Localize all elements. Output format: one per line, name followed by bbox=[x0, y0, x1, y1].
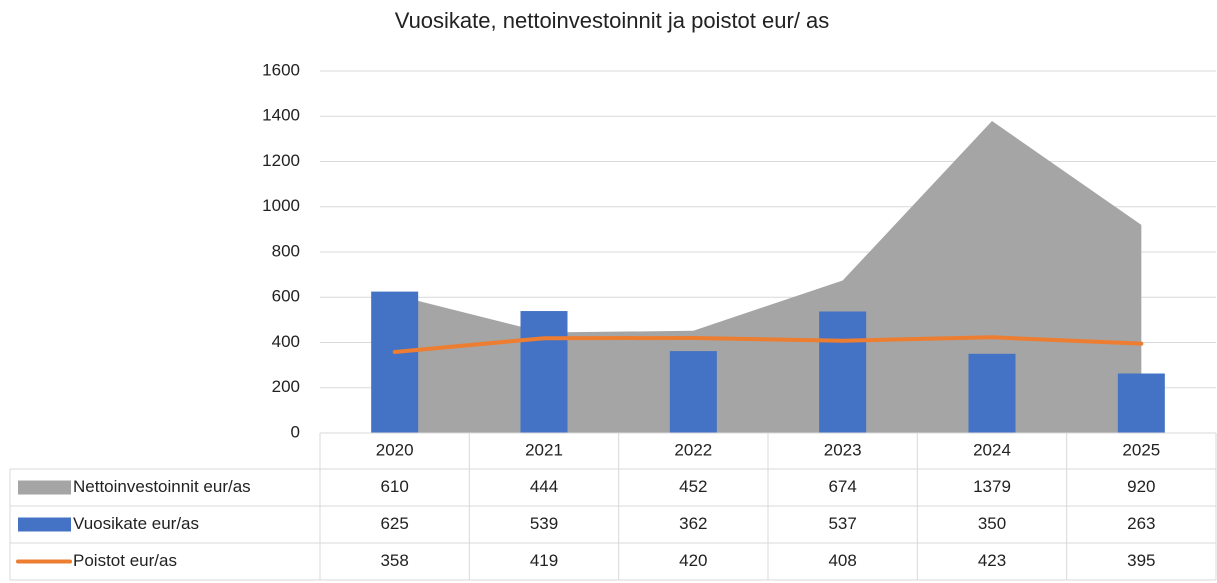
table-value: 1379 bbox=[973, 477, 1011, 496]
table-value: 362 bbox=[679, 514, 707, 533]
x-tick-label: 2025 bbox=[1122, 440, 1160, 459]
legend-key bbox=[18, 480, 71, 495]
line bbox=[392, 335, 1144, 355]
x-tick-label: 2022 bbox=[674, 440, 712, 459]
legend-label: Vuosikate eur/as bbox=[73, 514, 199, 533]
table-value: 423 bbox=[978, 551, 1006, 570]
x-tick-label: 2024 bbox=[973, 440, 1011, 459]
x-tick-label: 2021 bbox=[525, 440, 563, 459]
table-value: 674 bbox=[828, 477, 856, 496]
table-value: 452 bbox=[679, 477, 707, 496]
table-value: 920 bbox=[1127, 477, 1155, 496]
area bbox=[394, 121, 1142, 433]
bar bbox=[371, 291, 419, 433]
table-value: 358 bbox=[380, 551, 408, 570]
table-value: 263 bbox=[1127, 514, 1155, 533]
legend-key bbox=[18, 517, 71, 532]
table-value: 625 bbox=[380, 514, 408, 533]
bar bbox=[819, 311, 867, 433]
y-tick-label: 1600 bbox=[262, 60, 300, 79]
y-tick-label: 400 bbox=[272, 332, 300, 351]
bar bbox=[968, 353, 1016, 433]
bar bbox=[669, 351, 717, 433]
table-value: 420 bbox=[679, 551, 707, 570]
table-value: 444 bbox=[530, 477, 558, 496]
y-tick-label: 1000 bbox=[262, 196, 300, 215]
y-tick-label: 1200 bbox=[262, 151, 300, 170]
y-tick-label: 200 bbox=[272, 377, 300, 396]
legend-label: Poistot eur/as bbox=[73, 551, 177, 570]
y-tick-label: 600 bbox=[272, 287, 300, 306]
table-value: 395 bbox=[1127, 551, 1155, 570]
y-tick-label: 0 bbox=[291, 422, 300, 441]
table-value: 419 bbox=[530, 551, 558, 570]
table-value: 350 bbox=[978, 514, 1006, 533]
y-tick-label: 800 bbox=[272, 241, 300, 260]
bar bbox=[520, 311, 568, 433]
table-value: 539 bbox=[530, 514, 558, 533]
table-value: 537 bbox=[828, 514, 856, 533]
legend-label: Nettoinvestoinnit eur/as bbox=[73, 477, 251, 496]
chart-title: Vuosikate, nettoinvestoinnit ja poistot … bbox=[395, 8, 830, 33]
x-tick-label: 2023 bbox=[824, 440, 862, 459]
table-value: 408 bbox=[828, 551, 856, 570]
y-tick-label: 1400 bbox=[262, 106, 300, 125]
x-tick-label: 2020 bbox=[376, 440, 414, 459]
bar bbox=[1117, 373, 1165, 433]
table-value: 610 bbox=[380, 477, 408, 496]
